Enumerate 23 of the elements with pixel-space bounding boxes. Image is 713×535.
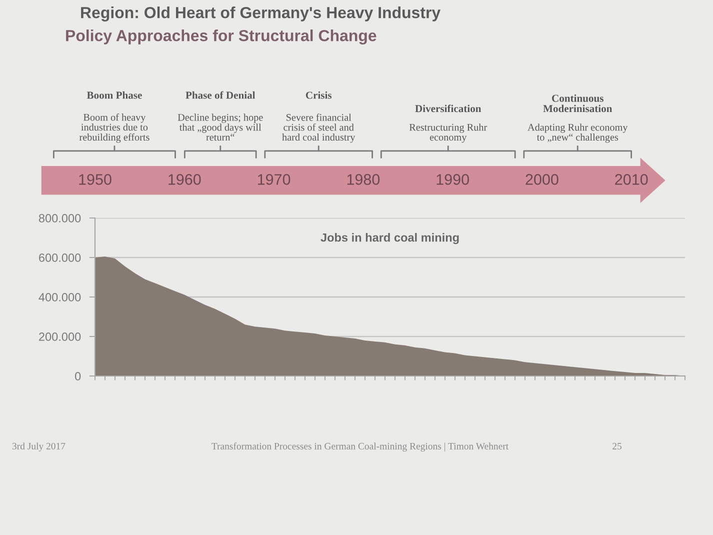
x2-tick-label: 2000	[526, 174, 558, 185]
x2-tick-label: 1980	[347, 174, 380, 185]
x2-tick-label: 1950	[79, 174, 112, 185]
y-tick-label: 600.000	[39, 254, 81, 262]
text: Phase of Denial Decline begins; hope that „good days will return“	[178, 91, 263, 141]
annotation: Jobs in hard coal mining	[320, 233, 459, 244]
chart-subtitle: Policy Approaches for Structural Change	[66, 30, 376, 44]
y-tick-label: 400.000	[38, 293, 81, 302]
y-tick-label: 200.000	[39, 332, 81, 341]
text: Transformation Processes in German Coal-mining Regions | Timon Wehnert	[212, 442, 509, 452]
x2-tick-label: 1960	[168, 174, 201, 185]
x2-tick-label: 1970	[258, 174, 290, 185]
x2-tick-label: 2010	[615, 174, 648, 185]
text: Crisis Severe financial crisis of steel and hard coal industry	[282, 91, 356, 143]
text: Diversification Restructuring Ruhr economy	[409, 104, 488, 143]
text: Continuous Moderinisation Adapting Ruhr economy to „new“ challenges	[528, 94, 628, 143]
y-tick-label: 800.000	[38, 214, 81, 222]
text: 25	[612, 442, 622, 450]
text: Boom Phase Boom of heavy industries due to rebuilding efforts	[79, 91, 150, 143]
text: 3rd July 2017	[12, 442, 66, 452]
chart-title: Region: Old Heart of Germany's Heavy Industry	[81, 6, 441, 22]
y-tick-label: 0	[75, 372, 81, 380]
x2-tick-label: 1990	[436, 174, 469, 185]
